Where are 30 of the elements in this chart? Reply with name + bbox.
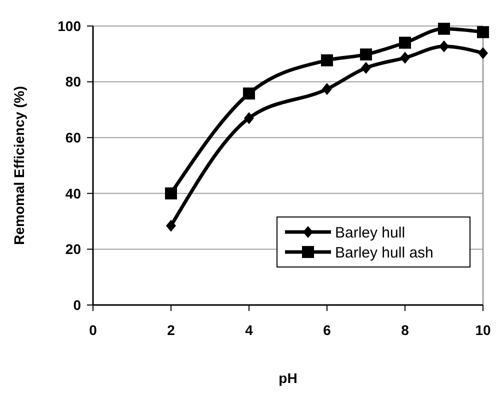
y-tick-label: 40 <box>65 185 82 202</box>
y-tick-label: 100 <box>58 18 82 34</box>
point <box>243 88 255 100</box>
point <box>399 36 411 49</box>
point <box>360 48 372 60</box>
point <box>244 112 254 124</box>
point <box>439 40 449 52</box>
point <box>165 187 177 200</box>
x-tick-label: 4 <box>245 322 254 338</box>
y-tick-label: 20 <box>65 241 82 258</box>
point <box>478 47 488 60</box>
x-tick-label: 2 <box>167 322 176 338</box>
x-axis-title: pH <box>278 370 298 386</box>
point <box>322 83 332 96</box>
point <box>361 62 371 74</box>
x-tick-label: 0 <box>89 322 98 338</box>
y-axis-title: Remomal Efficiency (%) <box>11 86 27 245</box>
point <box>321 54 333 66</box>
y-tick-label: 0 <box>73 296 82 313</box>
y-tick-label: 80 <box>65 74 82 90</box>
y-tick-label: 60 <box>65 130 82 146</box>
x-tick-label: 8 <box>401 322 410 338</box>
point <box>438 22 450 35</box>
x-tick-label: 10 <box>475 322 491 338</box>
legend-label: Barley hull ash <box>335 244 434 262</box>
point <box>477 26 489 38</box>
x-tick-label: 6 <box>323 322 332 338</box>
legend-label: Barley hull <box>335 224 406 242</box>
point <box>166 220 176 232</box>
point <box>400 52 410 64</box>
